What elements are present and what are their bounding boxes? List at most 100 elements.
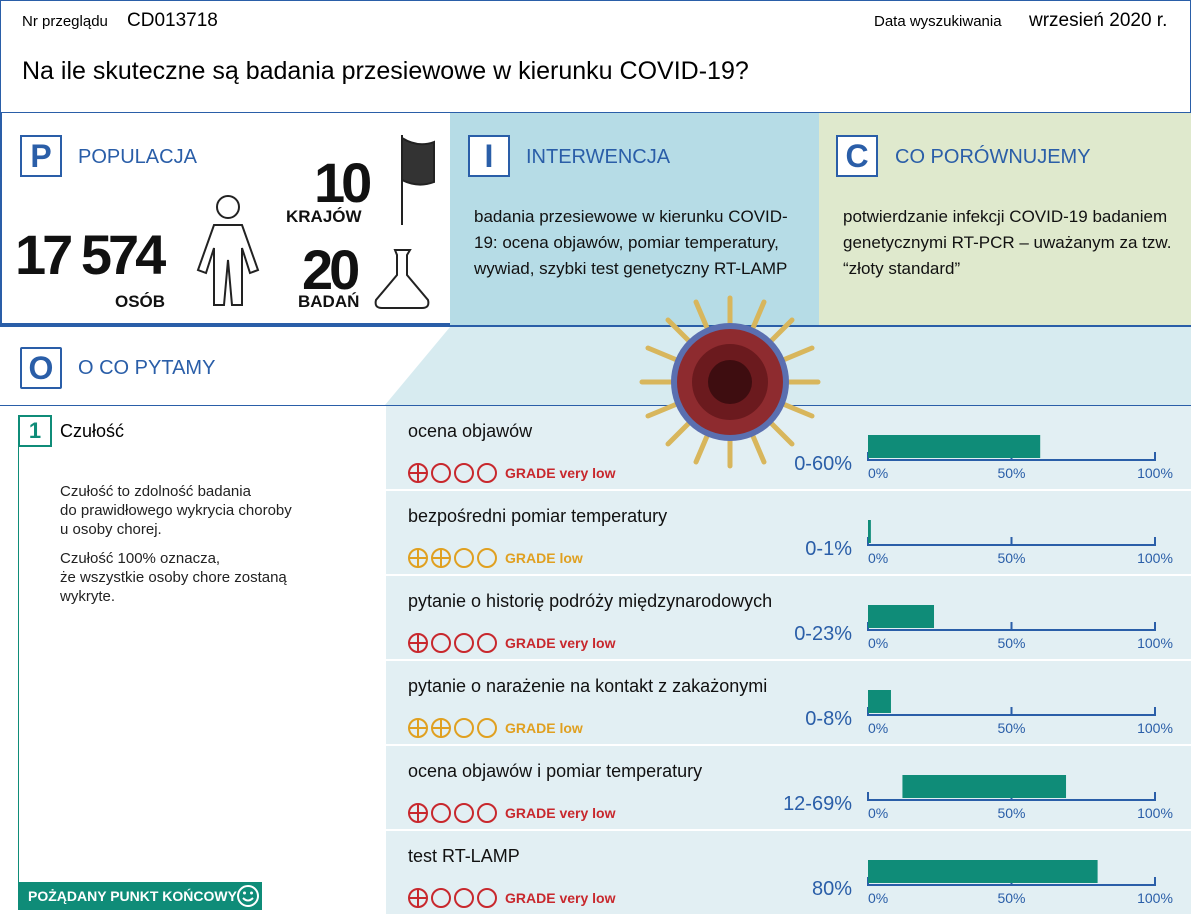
grade-label: GRADE very low xyxy=(505,890,616,906)
grade-label: GRADE low xyxy=(505,720,583,736)
grade-plus xyxy=(409,719,427,737)
tick-label: 0% xyxy=(868,805,888,821)
tick-label: 0% xyxy=(868,890,888,906)
tick-label: 0% xyxy=(868,465,888,481)
range-bar xyxy=(868,860,1098,883)
outcome-footer: POŻĄDANY PUNKT KOŃCOWY xyxy=(18,882,262,910)
divider xyxy=(0,405,1191,406)
tick-label: 0% xyxy=(868,720,888,736)
tick-label: 50% xyxy=(997,550,1025,566)
paragraph-line: wykryte. xyxy=(60,588,116,605)
tick-label: 50% xyxy=(997,890,1025,906)
row-name: bezpośredni pomiar temperatury xyxy=(408,506,667,526)
grade-circle xyxy=(477,803,497,823)
paragraph-line: Czułość to zdolność badania xyxy=(60,483,251,500)
virus-illustration xyxy=(639,295,821,469)
grade-label: GRADE low xyxy=(505,550,583,566)
review-label: Nr przeglądu xyxy=(22,13,108,30)
row-background xyxy=(386,491,1191,574)
tick-label: 100% xyxy=(1137,465,1173,481)
countries-label: KRAJÓW xyxy=(286,207,362,226)
paragraph-line: Czułość 100% oznacza, xyxy=(60,550,221,567)
outcome-rule xyxy=(18,415,19,885)
comparison-text: potwierdzanie infekcji COVID-19 badaniem… xyxy=(843,207,1172,278)
paragraph-line: u osoby chorej. xyxy=(60,521,162,538)
tick-label: 100% xyxy=(1137,890,1173,906)
population-icons xyxy=(196,135,435,309)
population-letter: P xyxy=(20,135,62,177)
grade-circle xyxy=(477,718,497,738)
grade-plus xyxy=(432,549,450,567)
outcome-heading: O CO PYTAMY xyxy=(78,357,216,379)
search-date: wrzesień 2020 r. xyxy=(1029,10,1168,31)
zoom-wedge xyxy=(385,327,1191,405)
title: Na ile skuteczne są badania przesiewowe … xyxy=(22,57,749,85)
grade-circle xyxy=(454,633,474,653)
people-count: 17 574 xyxy=(15,223,166,286)
tick-label: 100% xyxy=(1137,805,1173,821)
paragraph-line: do prawidłowego wykrycia choroby xyxy=(60,502,292,519)
grade-circle xyxy=(454,888,474,908)
grade-circle xyxy=(431,633,451,653)
range-label: 0-1% xyxy=(805,538,852,560)
comparison-heading: CO PORÓWNUJEMY xyxy=(895,146,1091,168)
range-label: 12-69% xyxy=(783,793,852,815)
range-bar xyxy=(868,605,935,628)
grade-label: GRADE very low xyxy=(505,805,616,821)
row-name: pytanie o narażenie na kontakt z zakażon… xyxy=(408,676,767,696)
grade-label: GRADE very low xyxy=(505,635,616,651)
grade-plus xyxy=(409,804,427,822)
row-background xyxy=(386,576,1191,659)
grade-circle xyxy=(454,718,474,738)
divider xyxy=(0,325,1191,327)
outcome-letter: O xyxy=(20,347,62,389)
tick-label: 100% xyxy=(1137,635,1173,651)
outcome-description: Czułość to zdolność badania do prawidłowe… xyxy=(60,482,292,616)
range-bar xyxy=(868,520,871,543)
row-name: pytanie o historię podróży międzynarodow… xyxy=(408,591,772,611)
intervention-heading: INTERWENCJA xyxy=(526,146,671,168)
people-label: OSÓB xyxy=(115,292,166,311)
tick-label: 50% xyxy=(997,805,1025,821)
grade-plus xyxy=(409,634,427,652)
grade-circle xyxy=(454,548,474,568)
tick-label: 50% xyxy=(997,465,1025,481)
tick-label: 100% xyxy=(1137,550,1173,566)
tick-label: 0% xyxy=(868,550,888,566)
range-label: 0-60% xyxy=(794,453,852,475)
countries-count: 10 xyxy=(314,151,372,214)
grade-circle xyxy=(477,548,497,568)
footer-text: POŻĄDANY PUNKT KOŃCOWY xyxy=(28,888,237,904)
tick-label: 50% xyxy=(997,635,1025,651)
grade-circle xyxy=(431,463,451,483)
range-label: 80% xyxy=(812,878,852,900)
tick-label: 100% xyxy=(1137,720,1173,736)
grade-circle xyxy=(454,803,474,823)
row-name: ocena objawów xyxy=(408,421,533,441)
paragraph-line: że wszystkie osoby chore zostaną xyxy=(60,569,287,586)
row-background xyxy=(386,661,1191,744)
grade-circle xyxy=(454,463,474,483)
outcome-name: Czułość xyxy=(60,421,125,441)
intervention-panel xyxy=(450,113,819,325)
outcome-number: 1 xyxy=(18,415,52,447)
smiley-icon xyxy=(237,885,259,907)
row-name: ocena objawów i pomiar temperatury xyxy=(408,761,702,781)
row-background xyxy=(386,406,1191,489)
intervention-text: badania przesiewowe w kierunku COVID-19:… xyxy=(474,207,788,278)
paragraph: Czułość to zdolność badania do prawidłowe… xyxy=(60,482,292,539)
grade-circle xyxy=(477,633,497,653)
range-bar xyxy=(868,690,891,713)
range-bar xyxy=(902,775,1067,798)
review-id: CD013718 xyxy=(127,10,218,31)
studies-label: BADAŃ xyxy=(298,292,360,311)
search-label: Data wyszukiwania xyxy=(874,13,1002,30)
grade-plus xyxy=(409,549,427,567)
grade-circle xyxy=(477,888,497,908)
paragraph: Czułość 100% oznacza, że wszystkie osoby … xyxy=(60,549,292,606)
studies-count: 20 xyxy=(302,238,360,301)
range-label: 0-23% xyxy=(794,623,852,645)
tick-label: 0% xyxy=(868,635,888,651)
